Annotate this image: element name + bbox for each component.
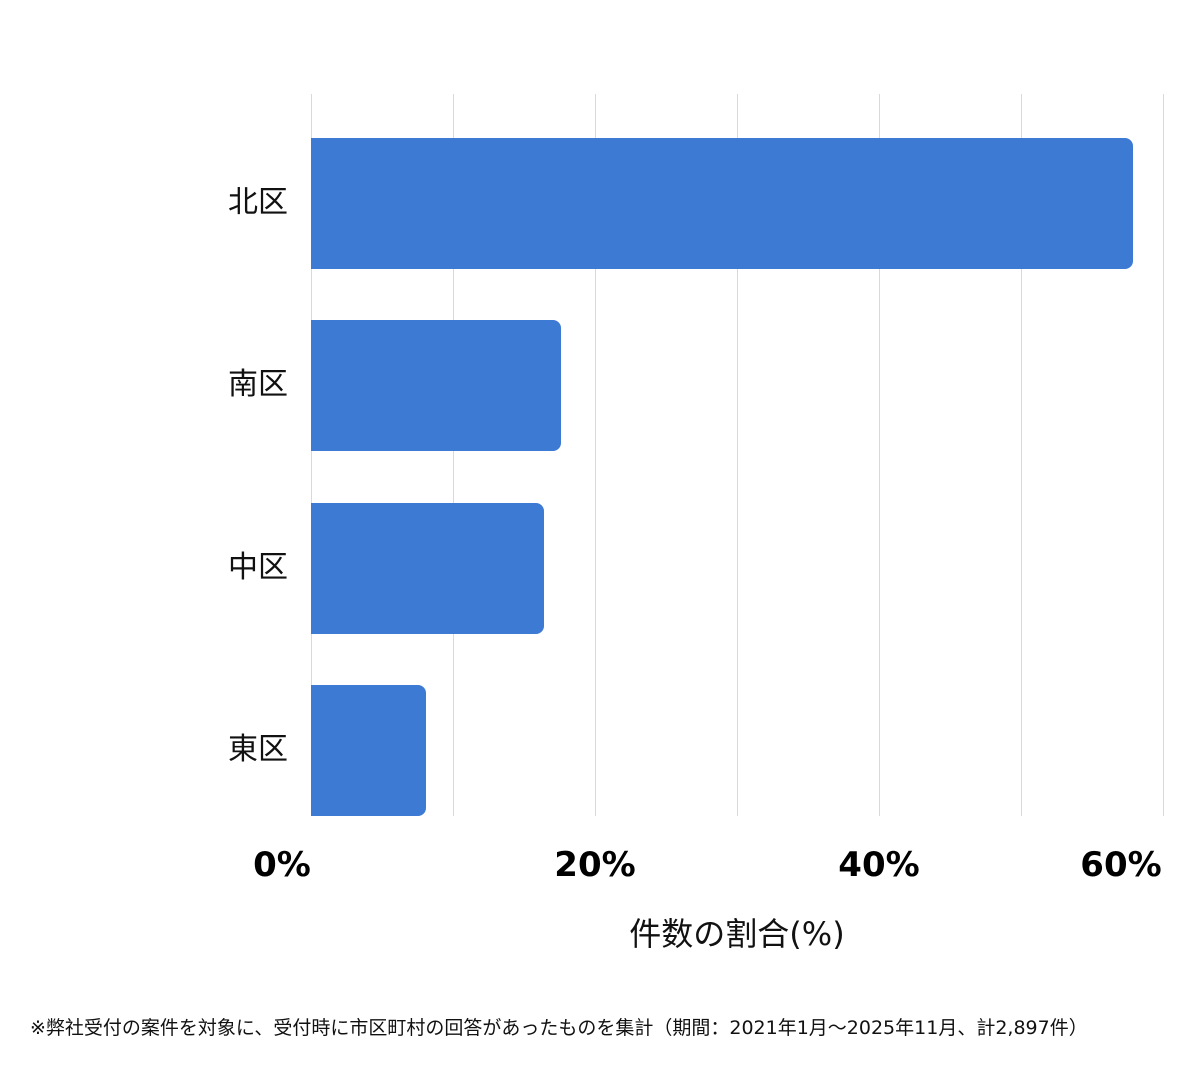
bar [311,503,544,634]
tick-label: 40% [838,845,920,885]
x-axis-title: 件数の割合(%) [629,915,845,953]
gridline [1163,94,1164,816]
category-label: 中区 [228,550,288,585]
bar [311,138,1134,269]
bar [311,320,561,451]
gridline [595,94,596,816]
gridline [453,94,454,816]
category-label: 南区 [228,367,288,402]
footnote: ※弊社受付の案件を対象に、受付時に市区町村の回答があったものを集計（期間：202… [30,1017,1088,1039]
tick-label: 60% [1080,845,1162,885]
gridline [737,94,738,816]
gridline [1021,94,1022,816]
gridline [879,94,880,816]
bar [311,685,427,816]
tick-label: 0% [253,845,311,885]
gridline [311,94,312,816]
tick-label: 20% [554,845,636,885]
category-label: 東区 [228,732,288,767]
category-label: 北区 [228,185,288,220]
